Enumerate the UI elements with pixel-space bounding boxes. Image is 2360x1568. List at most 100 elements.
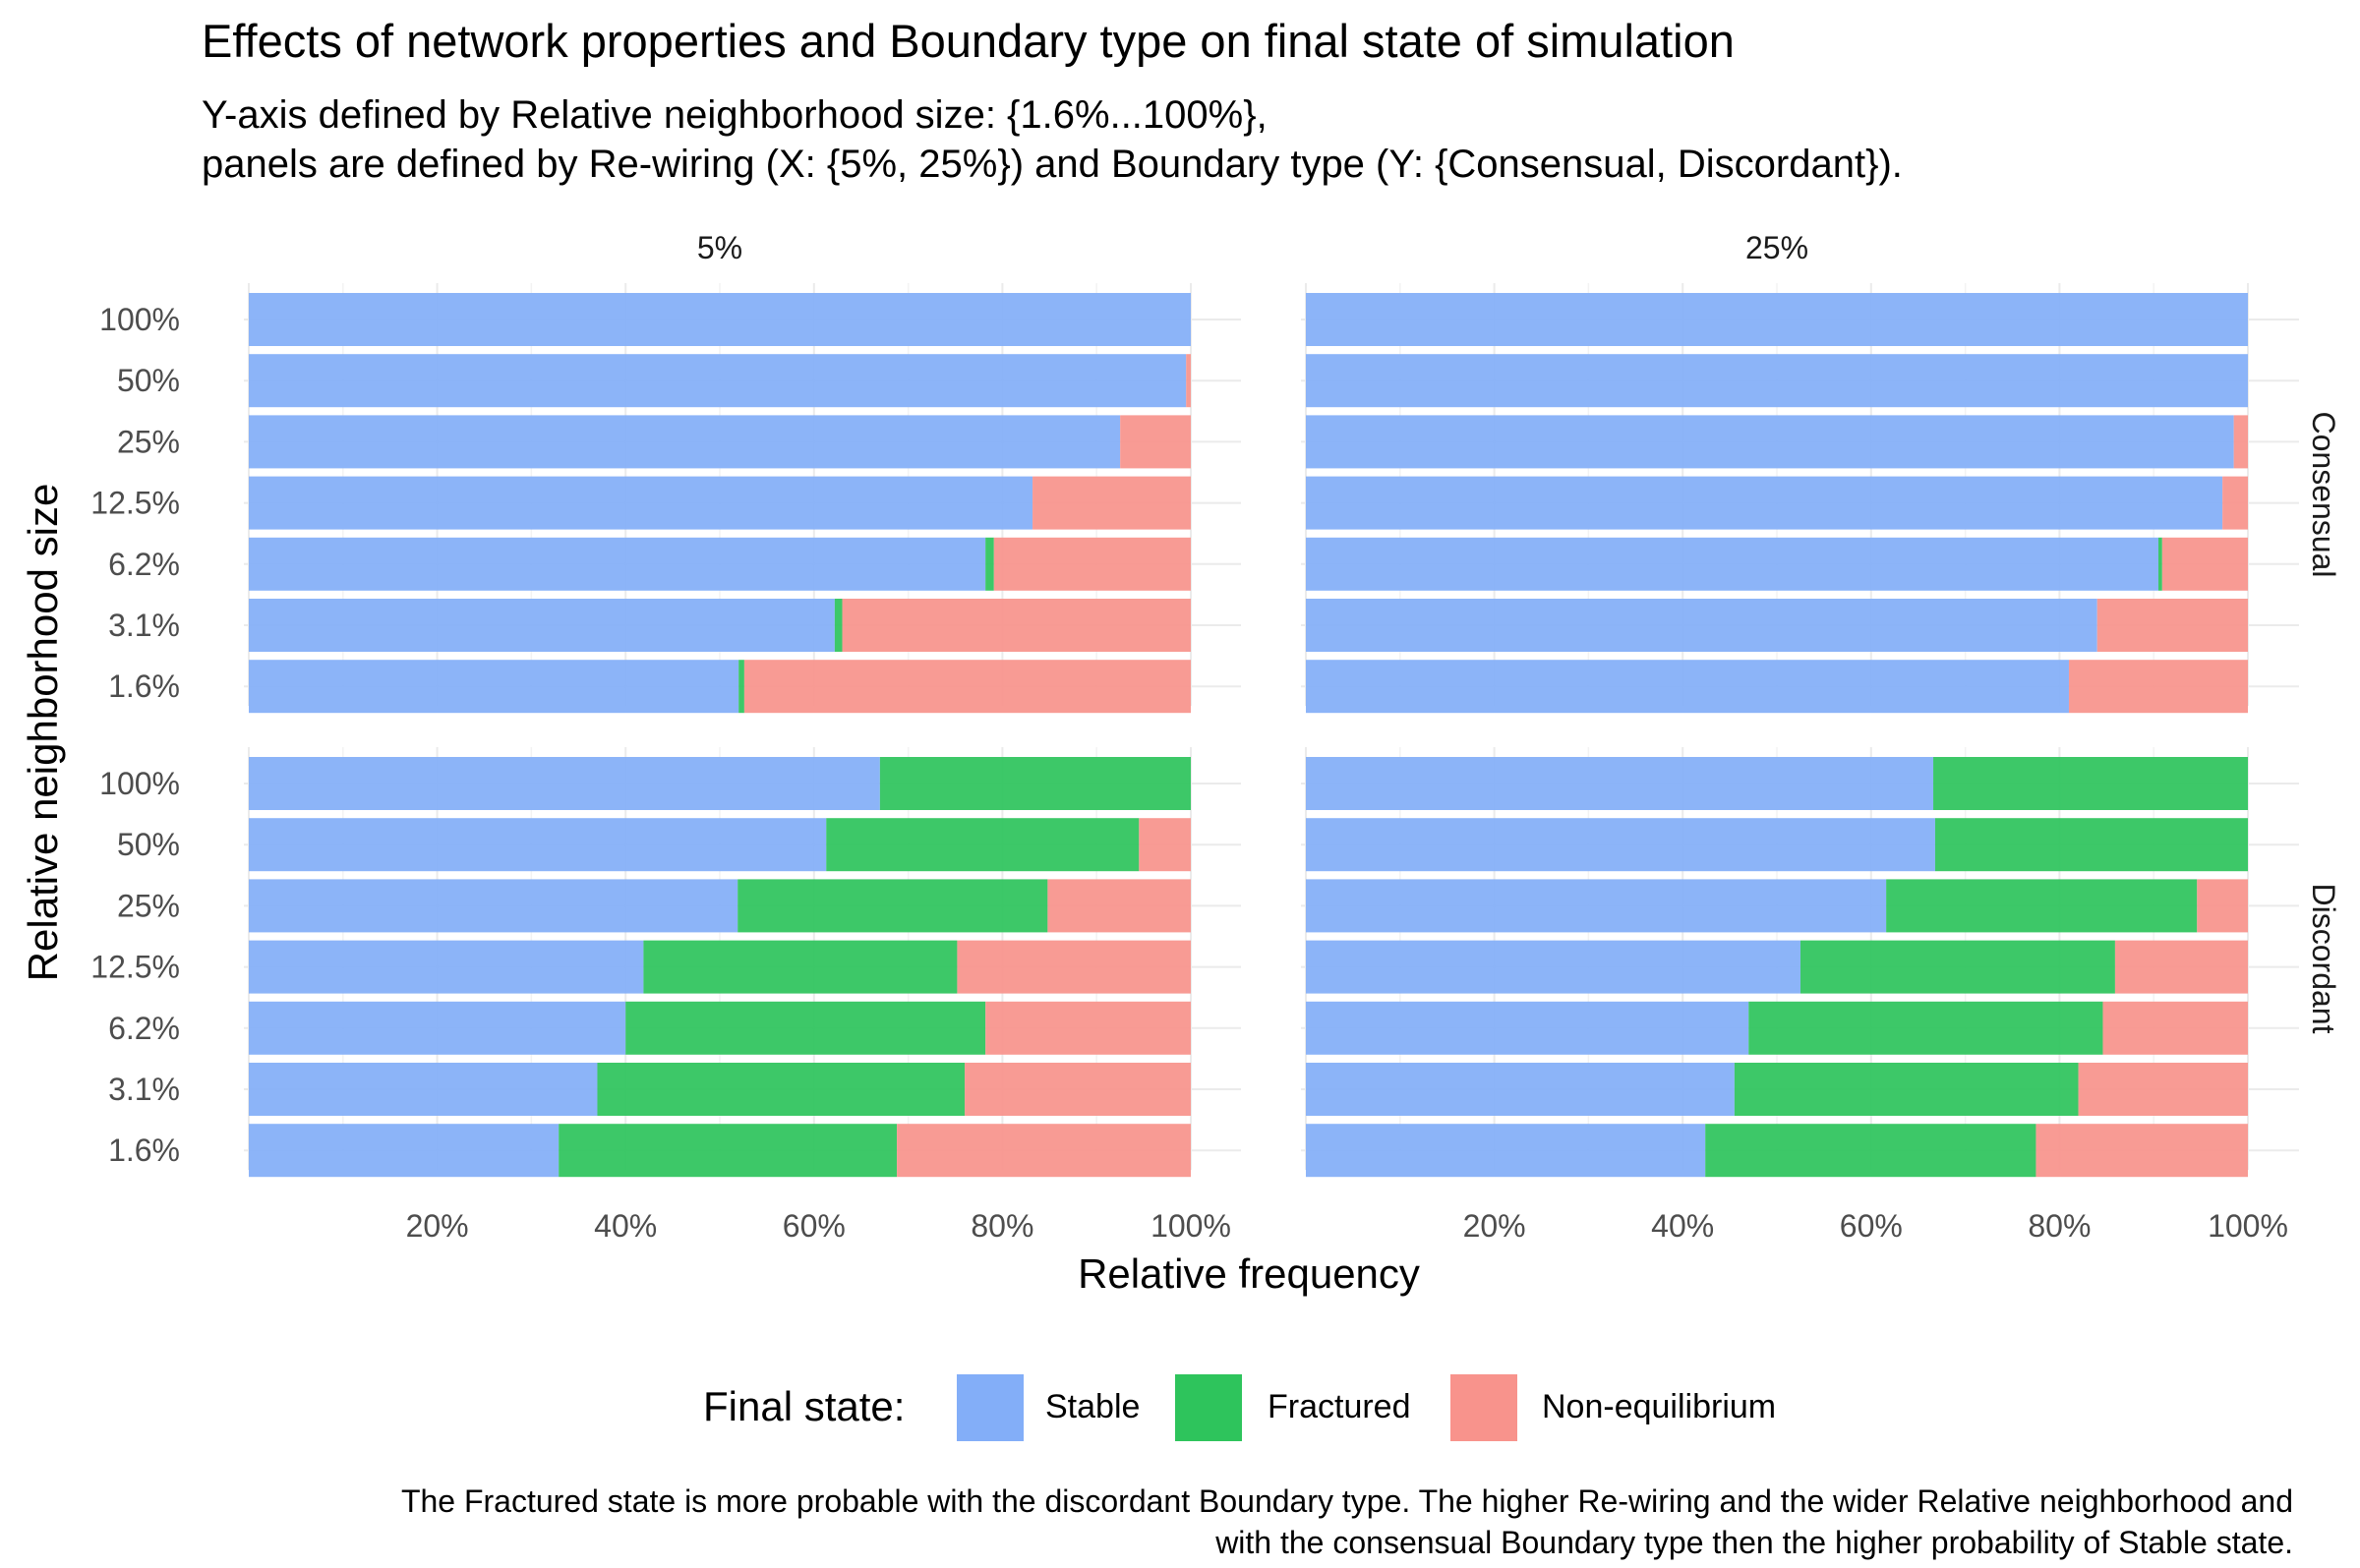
bar-stable: [249, 415, 1121, 469]
y-axis-title: Relative neighborhood size: [20, 484, 66, 982]
bar-stable: [249, 293, 1191, 346]
bar-stable: [249, 660, 739, 714]
y-tick-label: 1.6%: [108, 1132, 180, 1168]
bar-stable: [1306, 1063, 1735, 1116]
bar-non-equilibrium: [743, 660, 1191, 714]
bar-non-equilibrium: [965, 1063, 1191, 1116]
bar-stable: [1306, 940, 1800, 994]
bar-fractured: [643, 940, 958, 994]
x-tick-label: 20%: [1463, 1208, 1526, 1244]
legend-key: [1450, 1374, 1517, 1441]
x-tick-label: 60%: [783, 1208, 846, 1244]
bar-stable: [1306, 879, 1887, 933]
bar-fractured: [985, 537, 994, 591]
bar-non-equilibrium: [2114, 940, 2248, 994]
bar-fractured: [597, 1063, 966, 1116]
y-tick-label: 3.1%: [108, 608, 180, 643]
bar-fractured: [826, 818, 1140, 872]
bar-non-equilibrium: [2197, 879, 2248, 933]
x-tick-label: 60%: [1840, 1208, 1903, 1244]
bar-stable: [249, 879, 738, 933]
bar-stable: [249, 537, 986, 591]
bar-stable: [1306, 599, 2097, 652]
y-tick-label: 100%: [99, 766, 180, 801]
legend-title: Final state:: [703, 1383, 905, 1429]
bar-stable: [249, 1063, 598, 1116]
y-tick-label: 3.1%: [108, 1072, 180, 1107]
y-tick-label: 12.5%: [90, 950, 180, 985]
y-tick-label: 6.2%: [108, 1011, 180, 1046]
bar-non-equilibrium: [985, 1001, 1191, 1055]
bar-non-equilibrium: [2096, 599, 2248, 652]
bar-stable: [1306, 293, 2248, 346]
facet-row-label: Consensual: [2306, 412, 2341, 578]
legend-label: Fractured: [1268, 1388, 1411, 1425]
bar-stable: [249, 1001, 626, 1055]
chart-title: Effects of network properties and Bounda…: [202, 15, 1735, 67]
bar-non-equilibrium: [1186, 354, 1191, 408]
bar-non-equilibrium: [2222, 476, 2248, 530]
y-tick-label: 50%: [117, 827, 180, 862]
bar-non-equilibrium: [1120, 415, 1191, 469]
chart-caption-line: with the consensual Boundary type then t…: [1214, 1525, 2293, 1560]
bar-stable: [1306, 476, 2223, 530]
bar-non-equilibrium: [2233, 415, 2248, 469]
y-tick-label: 1.6%: [108, 668, 180, 704]
bar-stable: [1306, 415, 2234, 469]
bar-non-equilibrium: [2036, 1124, 2248, 1178]
bar-fractured: [559, 1124, 898, 1178]
legend-key: [957, 1374, 1024, 1441]
bar-fractured: [1934, 818, 2248, 872]
bar-stable: [1306, 354, 2248, 408]
bar-stable: [1306, 757, 1934, 810]
chart-subtitle-line: panels are defined by Re-wiring (X: {5%,…: [202, 143, 1903, 186]
legend-label: Non-equilibrium: [1542, 1388, 1776, 1425]
x-tick-label: 40%: [1651, 1208, 1714, 1244]
bar-stable: [1306, 818, 1935, 872]
y-tick-label: 6.2%: [108, 547, 180, 582]
y-tick-label: 50%: [117, 363, 180, 398]
bar-stable: [249, 818, 827, 872]
x-tick-label: 100%: [1150, 1208, 1231, 1244]
bar-stable: [249, 940, 644, 994]
bar-non-equilibrium: [842, 599, 1191, 652]
x-tick-label: 40%: [594, 1208, 657, 1244]
bar-fractured: [2157, 537, 2162, 591]
bar-fractured: [1734, 1063, 2079, 1116]
bar-stable: [249, 354, 1187, 408]
bar-fractured: [1800, 940, 2115, 994]
x-tick-label: 80%: [971, 1208, 1033, 1244]
chart-subtitle-line: Y-axis defined by Relative neighborhood …: [202, 93, 1268, 137]
bar-fractured: [1748, 1001, 2103, 1055]
bar-stable: [249, 1124, 560, 1178]
bar-non-equilibrium: [1032, 476, 1191, 530]
facet-column-label: 5%: [697, 230, 742, 265]
legend-label: Stable: [1045, 1388, 1140, 1425]
bar-non-equilibrium: [1139, 818, 1191, 872]
x-tick-label: 100%: [2208, 1208, 2288, 1244]
bar-non-equilibrium: [2068, 660, 2248, 714]
x-axis-title: Relative frequency: [1078, 1250, 1420, 1297]
bar-non-equilibrium: [2078, 1063, 2248, 1116]
bar-stable: [249, 476, 1033, 530]
bar-stable: [1306, 1124, 1706, 1178]
bar-non-equilibrium: [1047, 879, 1191, 933]
bar-non-equilibrium: [2161, 537, 2248, 591]
bar-non-equilibrium: [957, 940, 1191, 994]
facet-column-label: 25%: [1745, 230, 1808, 265]
bar-fractured: [879, 757, 1191, 810]
x-tick-label: 80%: [2028, 1208, 2091, 1244]
bar-stable: [1306, 537, 2158, 591]
bar-fractured: [1933, 757, 2248, 810]
bar-fractured: [1886, 879, 2198, 933]
bar-fractured: [834, 599, 843, 652]
bar-stable: [249, 599, 835, 652]
y-tick-label: 100%: [99, 302, 180, 337]
bar-fractured: [625, 1001, 986, 1055]
bar-non-equilibrium: [993, 537, 1191, 591]
bar-stable: [1306, 1001, 1749, 1055]
bar-non-equilibrium: [2102, 1001, 2248, 1055]
y-tick-label: 25%: [117, 424, 180, 459]
chart-caption-line: The Fractured state is more probable wit…: [401, 1483, 2293, 1519]
